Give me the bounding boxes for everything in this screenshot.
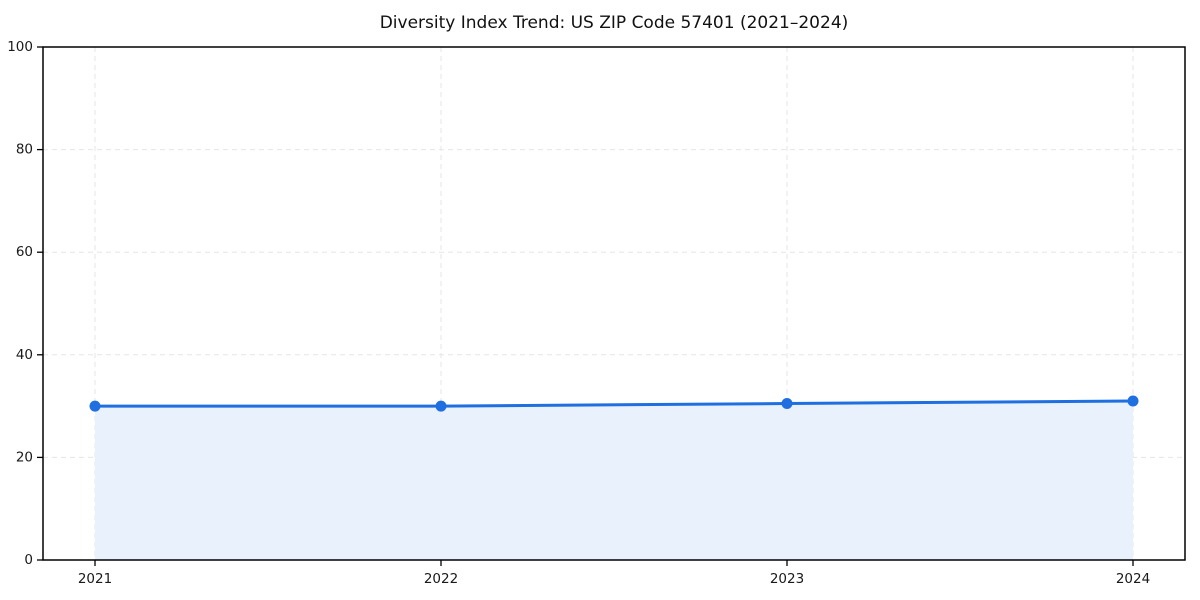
plot-border (42, 46, 1186, 561)
data-point (1127, 395, 1139, 407)
x-tick-label: 2022 (424, 571, 458, 587)
chart-title: Diversity Index Trend: US ZIP Code 57401… (380, 13, 849, 33)
y-tick-label: 60 (16, 244, 33, 260)
x-tick-label: 2021 (78, 571, 112, 587)
data-point (435, 400, 447, 412)
axes-layer (37, 46, 1186, 566)
x-tick-label: 2024 (1116, 571, 1150, 587)
y-tick-label: 0 (24, 552, 33, 568)
data-points-layer (89, 395, 1139, 412)
data-point (89, 400, 101, 412)
tick-labels-layer: 0 20 40 60 80 100 2021 2022 2023 2024 (7, 39, 1150, 587)
trend-line (93, 399, 1135, 408)
y-tick-label: 80 (16, 142, 33, 158)
area-fill-layer (95, 400, 1133, 560)
y-tick-label: 20 (16, 449, 33, 465)
area-fill (95, 400, 1133, 560)
line-series-layer (93, 399, 1135, 408)
y-tick-label: 40 (16, 347, 33, 363)
x-tick-label: 2023 (770, 571, 804, 587)
y-tick-label: 100 (7, 39, 33, 55)
data-point (781, 398, 793, 410)
